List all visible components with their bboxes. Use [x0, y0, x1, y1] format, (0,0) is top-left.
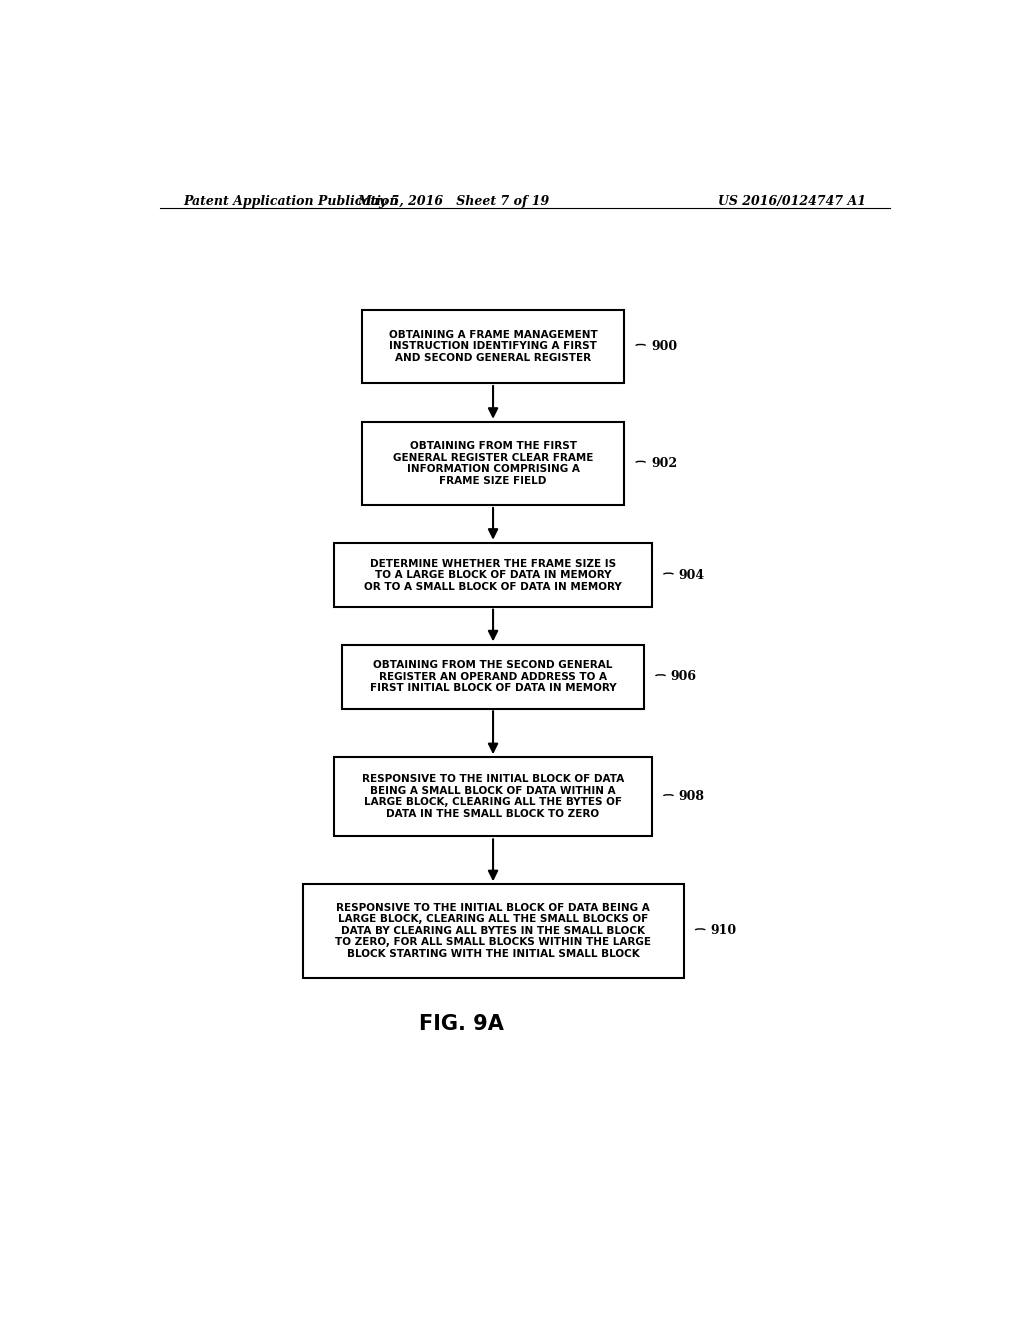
FancyBboxPatch shape	[334, 758, 652, 837]
Text: OBTAINING FROM THE FIRST
GENERAL REGISTER CLEAR FRAME
INFORMATION COMPRISING A
F: OBTAINING FROM THE FIRST GENERAL REGISTE…	[393, 441, 593, 486]
Text: OBTAINING FROM THE SECOND GENERAL
REGISTER AN OPERAND ADDRESS TO A
FIRST INITIAL: OBTAINING FROM THE SECOND GENERAL REGIST…	[370, 660, 616, 693]
Text: 902: 902	[651, 457, 677, 470]
Text: 906: 906	[671, 671, 696, 684]
Text: May 5, 2016   Sheet 7 of 19: May 5, 2016 Sheet 7 of 19	[357, 194, 550, 207]
Text: DETERMINE WHETHER THE FRAME SIZE IS
TO A LARGE BLOCK OF DATA IN MEMORY
OR TO A S: DETERMINE WHETHER THE FRAME SIZE IS TO A…	[365, 558, 622, 591]
Text: RESPONSIVE TO THE INITIAL BLOCK OF DATA BEING A
LARGE BLOCK, CLEARING ALL THE SM: RESPONSIVE TO THE INITIAL BLOCK OF DATA …	[335, 903, 651, 960]
Text: 900: 900	[651, 341, 677, 352]
Text: Patent Application Publication: Patent Application Publication	[183, 194, 399, 207]
FancyBboxPatch shape	[342, 644, 644, 709]
Text: FIG. 9A: FIG. 9A	[419, 1014, 504, 1035]
Text: 908: 908	[679, 791, 705, 803]
Text: 910: 910	[711, 924, 736, 937]
FancyBboxPatch shape	[362, 310, 624, 383]
Text: OBTAINING A FRAME MANAGEMENT
INSTRUCTION IDENTIFYING A FIRST
AND SECOND GENERAL : OBTAINING A FRAME MANAGEMENT INSTRUCTION…	[389, 330, 597, 363]
FancyBboxPatch shape	[303, 884, 684, 978]
Text: 904: 904	[679, 569, 705, 582]
Text: RESPONSIVE TO THE INITIAL BLOCK OF DATA
BEING A SMALL BLOCK OF DATA WITHIN A
LAR: RESPONSIVE TO THE INITIAL BLOCK OF DATA …	[361, 775, 625, 820]
Text: US 2016/0124747 A1: US 2016/0124747 A1	[718, 194, 866, 207]
FancyBboxPatch shape	[362, 421, 624, 506]
FancyBboxPatch shape	[334, 543, 652, 607]
